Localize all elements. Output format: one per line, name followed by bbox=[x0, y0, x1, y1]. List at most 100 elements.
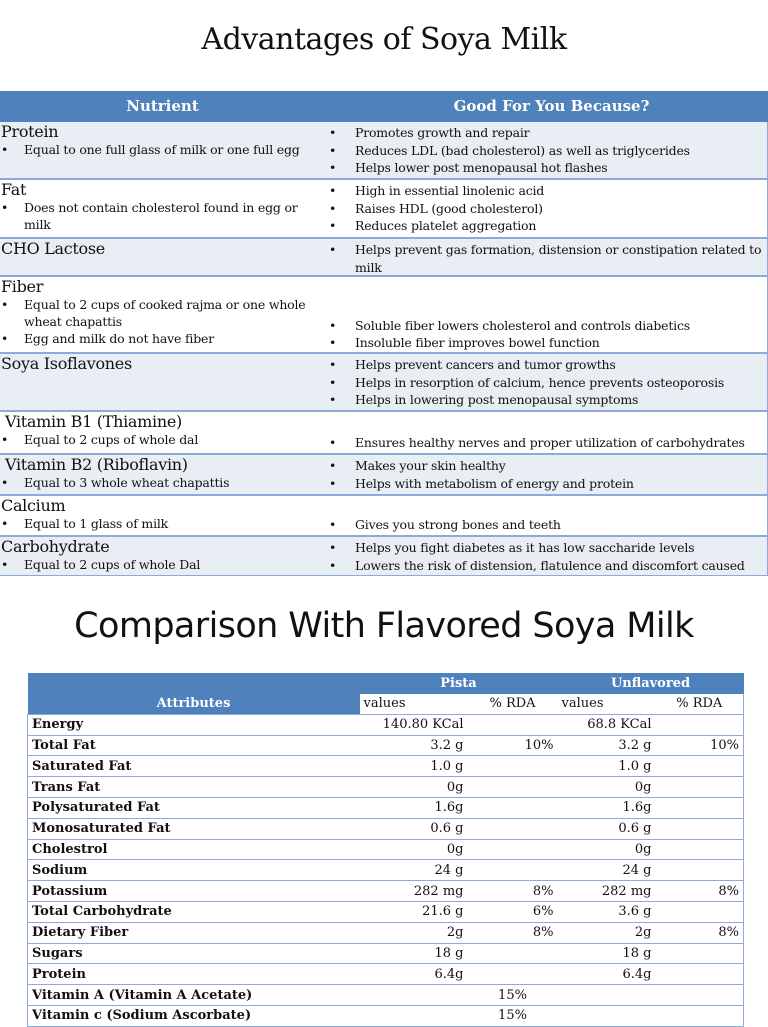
unflavored-rda: 8% bbox=[655, 880, 745, 902]
nutrient-row: Soya Isoflavones Helps prevent cancers an… bbox=[0, 354, 768, 412]
benefit-cell: Promotes growth and repairReduces LDL (b… bbox=[325, 122, 768, 178]
pista-value: 3.2 g bbox=[359, 735, 468, 757]
advantages-title: Advantages of Soya Milk bbox=[201, 22, 567, 57]
nutrient-cell: CarbohydrateEqual to 2 cups of whole Dal bbox=[0, 537, 325, 575]
comparison-row: Polysaturated Fat 1.6g 1.6g bbox=[27, 797, 745, 819]
comparison-row: Sugars 18 g 18 g bbox=[27, 943, 745, 965]
unflavored-value: 2g bbox=[557, 922, 656, 944]
unflavored-rda bbox=[655, 1005, 745, 1027]
attribute-name: Total Fat bbox=[27, 735, 360, 757]
unflavored-rda bbox=[655, 818, 745, 840]
pista-value: 2g bbox=[359, 922, 468, 944]
comparison-row: Saturated Fat 1.0 g 1.0 g bbox=[27, 755, 745, 778]
nutrient-row: FatDoes not contain cholesterol found in… bbox=[0, 180, 768, 239]
benefit-item: Helps prevent gas formation, distension … bbox=[325, 241, 767, 276]
benefit-item: Helps in resorption of calcium, hence pr… bbox=[325, 374, 767, 392]
attribute-name: Sodium bbox=[27, 859, 360, 882]
comparison-row: Total Carbohydrate 21.6 g 6% 3.6 g bbox=[27, 901, 745, 923]
unflavored-value: 0.6 g bbox=[557, 818, 656, 840]
benefit-item: Helps with metabolism of energy and prot… bbox=[325, 475, 767, 493]
advantages-header-row: Nutrient Good For You Because? bbox=[0, 91, 768, 122]
benefit-item: Reduces LDL (bad cholesterol) as well as… bbox=[325, 142, 767, 160]
advantages-table: Nutrient Good For You Because? ProteinEq… bbox=[0, 91, 768, 576]
benefit-item: Reduces platelet aggregation bbox=[325, 217, 767, 235]
unflavored-rda bbox=[655, 714, 745, 736]
nutrient-cell: CHO Lactose bbox=[0, 239, 325, 275]
pista-rda bbox=[467, 714, 558, 736]
benefit-item: Promotes growth and repair bbox=[325, 124, 767, 142]
benefit-cell: Helps prevent gas formation, distension … bbox=[325, 239, 768, 275]
comparison-header-row-2: Attributes values % RDA values % RDA bbox=[27, 694, 745, 715]
nutrient-header: Nutrient bbox=[126, 97, 199, 115]
pista-rda bbox=[467, 859, 558, 882]
unflavored-value: 0g bbox=[557, 776, 656, 798]
advantages-body: ProteinEqual to one full glass of milk o… bbox=[0, 122, 768, 576]
comparison-row: Sodium 24 g 24 g bbox=[27, 859, 745, 882]
pista-rda bbox=[467, 839, 558, 861]
unflavored-rda bbox=[655, 984, 745, 1006]
nutrient-name: Fat bbox=[1, 180, 27, 199]
nutrient-cell: Vitamin B1 (Thiamine)Equal to 2 cups of … bbox=[0, 412, 325, 453]
benefit-item: Helps prevent cancers and tumor growths bbox=[325, 356, 767, 374]
benefit-cell: Makes your skin healthyHelps with metabo… bbox=[325, 455, 768, 494]
pista-value: 6.4g bbox=[359, 963, 468, 986]
nutrient-note: Equal to one full glass of milk or one f… bbox=[0, 141, 325, 158]
attribute-name: Protein bbox=[27, 963, 360, 986]
pista-rda: 8% bbox=[467, 880, 558, 902]
nutrient-cell: ProteinEqual to one full glass of milk o… bbox=[0, 122, 325, 178]
unflavored-value: 1.0 g bbox=[557, 755, 656, 778]
benefit-item: Helps in lowering post menopausal sympto… bbox=[325, 391, 767, 409]
unflavored-value: 0g bbox=[557, 839, 656, 861]
nutrient-cell: CalciumEqual to 1 glass of milk bbox=[0, 496, 325, 535]
nutrient-cell: FatDoes not contain cholesterol found in… bbox=[0, 180, 325, 237]
attribute-name: Trans Fat bbox=[27, 776, 360, 798]
nutrient-cell: Soya Isoflavones bbox=[0, 354, 325, 410]
nutrient-name: Fiber bbox=[1, 277, 44, 296]
attribute-name: Sugars bbox=[27, 943, 360, 965]
nutrient-row: ProteinEqual to one full glass of milk o… bbox=[0, 122, 768, 180]
pista-rda bbox=[467, 943, 558, 965]
benefit-item: Ensures healthy nerves and proper utiliz… bbox=[325, 434, 767, 452]
unflavored-value: 24 g bbox=[557, 859, 656, 882]
nutrient-row: CarbohydrateEqual to 2 cups of whole Dal… bbox=[0, 537, 768, 576]
pista-rda: 10% bbox=[467, 735, 558, 757]
pista-rda: 6% bbox=[467, 901, 558, 923]
pista-value: 0.6 g bbox=[359, 818, 468, 840]
attribute-name: Total Carbohydrate bbox=[27, 901, 360, 923]
comparison-row: Total Fat 3.2 g 10% 3.2 g 10% bbox=[27, 735, 745, 757]
benefit-item: Helps lower post menopausal hot flashes bbox=[325, 159, 767, 177]
pista-value: 140.80 KCal bbox=[359, 714, 468, 736]
benefit-cell: Ensures healthy nerves and proper utiliz… bbox=[325, 412, 768, 453]
benefit-cell: Soluble fiber lowers cholesterol and con… bbox=[325, 277, 768, 352]
unflavored-value bbox=[557, 984, 656, 1006]
nutrient-name: Carbohydrate bbox=[1, 537, 110, 556]
comparison-table: Pista Unflavored Attributes values % RDA… bbox=[27, 673, 745, 1027]
nutrient-note: Equal to 2 cups of whole Dal bbox=[0, 556, 325, 573]
pista-value: 21.6 g bbox=[359, 901, 468, 923]
comparison-row: Energy 140.80 KCal 68.8 KCal bbox=[27, 714, 745, 736]
nutrient-note: Egg and milk do not have fiber bbox=[0, 330, 325, 347]
attribute-name: Vitamin c (Sodium Ascorbate) bbox=[27, 1005, 360, 1027]
nutrient-row: Vitamin B1 (Thiamine)Equal to 2 cups of … bbox=[0, 412, 768, 455]
comparison-row: Protein 6.4g 6.4g bbox=[27, 963, 745, 986]
comparison-row: Vitamin c (Sodium Ascorbate) 15% bbox=[27, 1005, 745, 1027]
pista-value: 18 g bbox=[359, 943, 468, 965]
benefit-cell: Helps prevent cancers and tumor growthsH… bbox=[325, 354, 768, 410]
attribute-name: Saturated Fat bbox=[27, 755, 360, 778]
nutrient-name: Protein bbox=[1, 122, 59, 141]
comparison-row: Vitamin A (Vitamin A Acetate) 15% bbox=[27, 984, 745, 1006]
pista-value bbox=[359, 1005, 468, 1027]
benefit-item: Helps you fight diabetes as it has low s… bbox=[325, 539, 767, 557]
comparison-header-row-1: Pista Unflavored bbox=[27, 673, 744, 694]
pista-value bbox=[359, 984, 468, 1006]
nutrient-note: Equal to 1 glass of milk bbox=[0, 515, 325, 532]
attribute-name: Dietary Fiber bbox=[27, 922, 360, 944]
nutrient-note: Equal to 2 cups of cooked rajma or one w… bbox=[0, 296, 325, 330]
pista-rda bbox=[467, 755, 558, 778]
unflavored-value: 1.6g bbox=[557, 797, 656, 819]
unflavored-rda bbox=[655, 797, 745, 819]
comparison-row: Trans Fat 0g 0g bbox=[27, 776, 745, 798]
unflavored-value: 3.6 g bbox=[557, 901, 656, 923]
benefit-header: Good For You Because? bbox=[453, 97, 650, 115]
nutrient-cell: FiberEqual to 2 cups of cooked rajma or … bbox=[0, 277, 325, 352]
